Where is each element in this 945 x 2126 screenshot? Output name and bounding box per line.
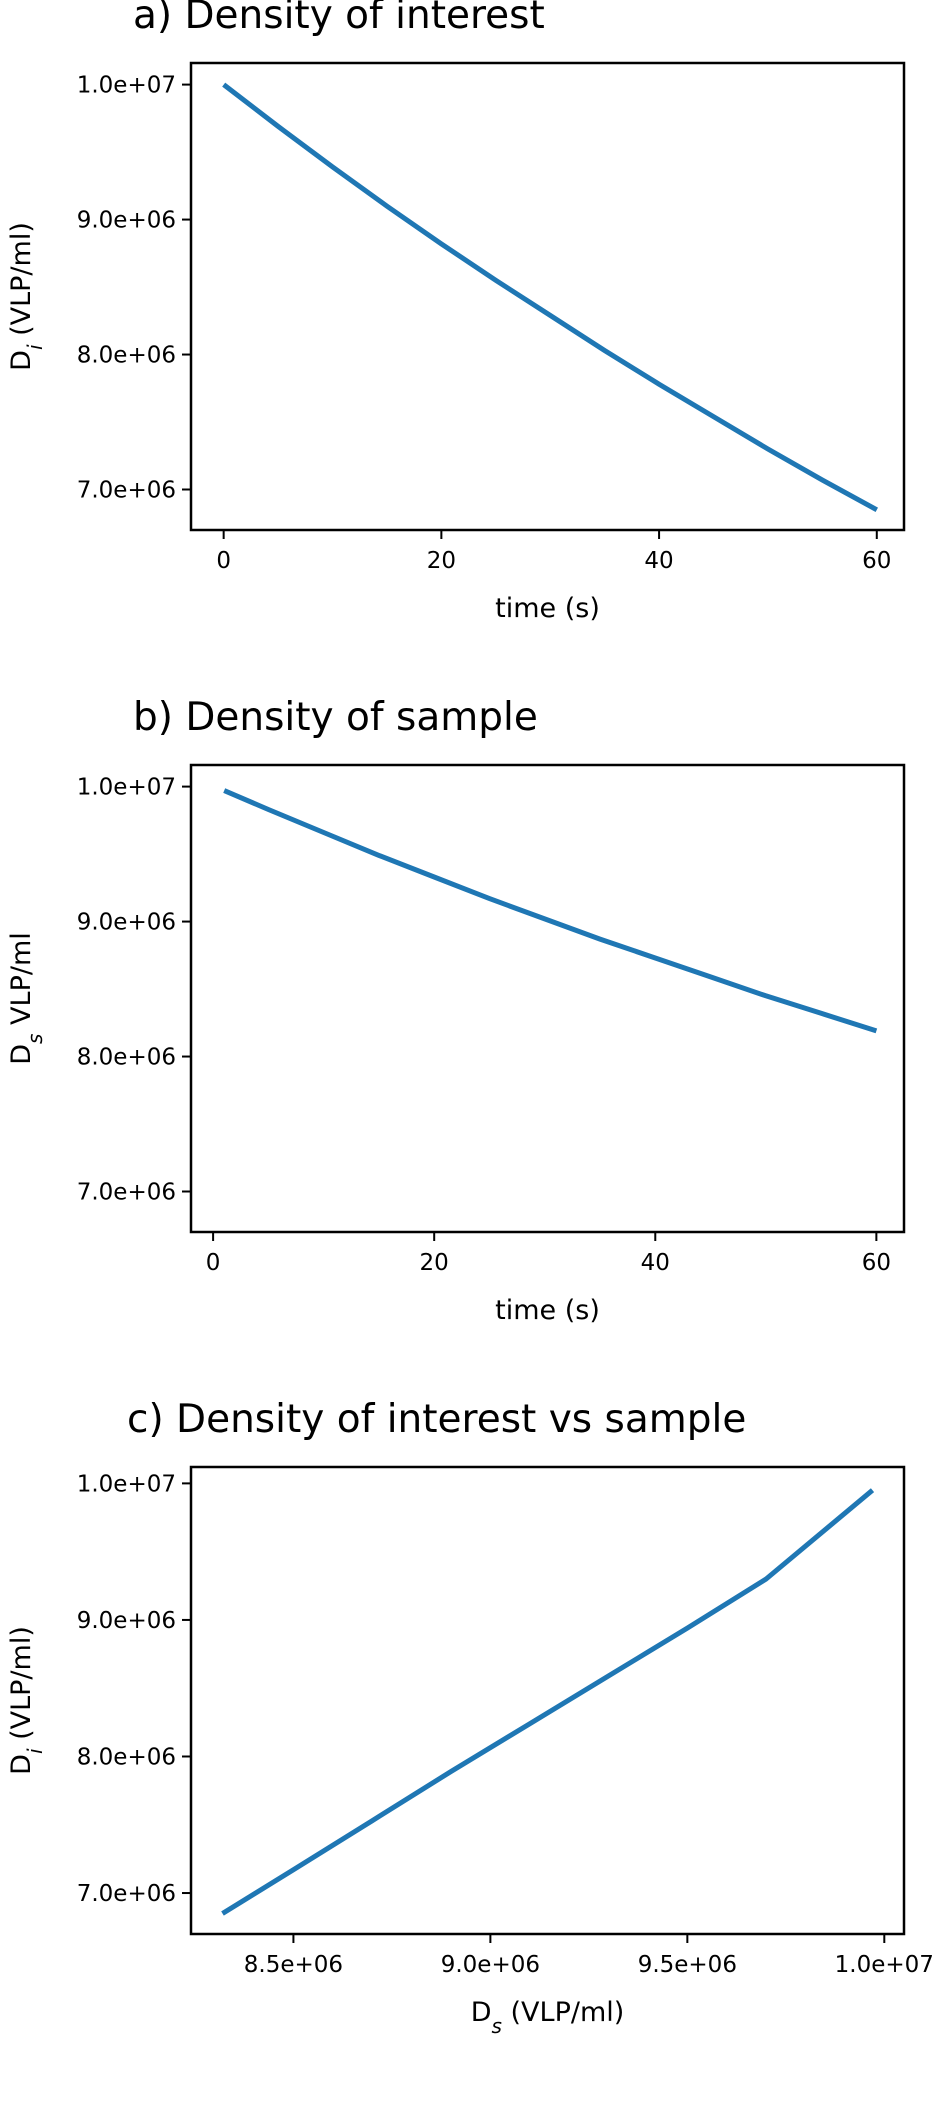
chart-panel-b: b) Density of sample 0 20 40 60 7.0e+06 8.0e+0…	[6, 695, 906, 1326]
y-axis-label: Ds VLP/ml	[6, 932, 47, 1065]
x-tick-label: 8.5e+06	[244, 1952, 343, 1978]
chart-title: b) Density of sample	[133, 695, 538, 740]
label-subscript: s	[492, 2014, 502, 2038]
axes-frame	[189, 763, 906, 1234]
chart-title: a) Density of interest	[133, 0, 545, 38]
x-tick-label: 1.0e+07	[835, 1952, 934, 1978]
label-rest: (VLP/ml)	[502, 1997, 624, 2028]
x-tick-label: 0	[206, 1250, 221, 1276]
chart-panel-c: c) Density of interest vs sample 8.5e+06 9…	[6, 1397, 934, 2038]
y-tick-label: 9.0e+06	[77, 910, 176, 936]
y-tick-label: 8.0e+06	[77, 1045, 176, 1071]
chart-panel-a: a) Density of interest 0 20 40 60 7.0e+06 8.0e…	[6, 0, 906, 624]
label-subscript: i	[23, 344, 47, 350]
label-subscript: s	[23, 1034, 47, 1044]
y-tick-label: 1.0e+07	[77, 1471, 176, 1497]
y-tick-label: 8.0e+06	[77, 343, 176, 369]
chart-title: c) Density of interest vs sample	[127, 1397, 746, 1442]
x-tick-label: 60	[862, 1250, 891, 1276]
label-rest: (VLP/ml)	[6, 1626, 37, 1748]
x-tick-label: 9.5e+06	[638, 1952, 737, 1978]
x-axis-label: Ds (VLP/ml)	[471, 1997, 625, 2038]
label-base: D	[6, 350, 37, 371]
label-base: D	[6, 1044, 37, 1065]
x-tick-label: 20	[427, 548, 456, 574]
label-subscript: i	[23, 1748, 47, 1754]
series-line	[221, 1488, 875, 1916]
y-axis-label: Di (VLP/ml)	[6, 1626, 47, 1775]
label-rest: (VLP/ml)	[6, 222, 37, 344]
y-tick-label: 7.0e+06	[77, 1881, 176, 1907]
y-tick-label: 7.0e+06	[77, 478, 176, 504]
x-tick-label: 60	[862, 548, 891, 574]
series-line	[222, 82, 878, 512]
y-tick-label: 1.0e+07	[77, 73, 176, 99]
x-axis-label: time (s)	[495, 1295, 600, 1326]
x-axis-label: time (s)	[495, 593, 600, 624]
y-axis-label: Di (VLP/ml)	[6, 222, 47, 371]
y-tick-label: 1.0e+07	[77, 775, 176, 801]
label-base: D	[471, 1997, 492, 2028]
y-tick-label: 9.0e+06	[77, 208, 176, 234]
x-tick-label: 40	[644, 548, 673, 574]
x-tick-label: 40	[641, 1250, 670, 1276]
y-tick-label: 7.0e+06	[77, 1180, 176, 1206]
y-tick-label: 8.0e+06	[77, 1744, 176, 1770]
y-tick-label: 9.0e+06	[77, 1608, 176, 1634]
label-rest: VLP/ml	[6, 932, 37, 1033]
label-base: D	[6, 1754, 37, 1775]
axes-frame	[189, 61, 906, 532]
x-tick-label: 20	[420, 1250, 449, 1276]
x-tick-label: 0	[216, 548, 231, 574]
axes-frame	[189, 1465, 906, 1936]
x-tick-label: 9.0e+06	[441, 1952, 540, 1978]
series-line	[223, 788, 878, 1034]
